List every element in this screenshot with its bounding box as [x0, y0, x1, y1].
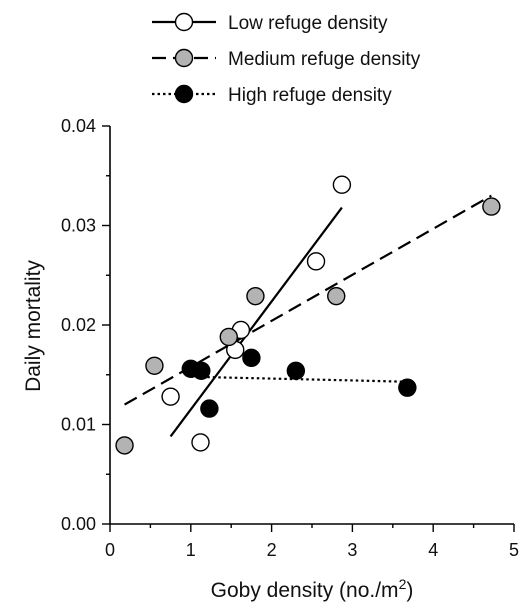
x-tick-label: 4 [428, 540, 438, 560]
y-tick-label: 0.02 [61, 315, 96, 335]
data-point [145, 356, 164, 375]
data-point [219, 327, 238, 347]
legend-label: Medium refuge density [228, 49, 421, 70]
fit-line [169, 206, 343, 438]
x-tick-label: 0 [105, 540, 115, 560]
data-point [191, 433, 210, 452]
data-point [200, 399, 219, 418]
legend: Low refuge density Medium refuge density H… [152, 12, 421, 106]
fit-line [123, 194, 492, 406]
data-point [161, 387, 180, 406]
y-tick-label: 0.04 [61, 116, 96, 136]
legend-marker [174, 84, 194, 104]
data-point [332, 175, 352, 194]
data-point [242, 348, 261, 368]
legend-marker [174, 12, 194, 32]
x-tick-label: 3 [347, 540, 357, 560]
y-tick-label: 0.03 [61, 216, 96, 236]
legend-label: Low refuge density [228, 13, 388, 34]
data-point [398, 378, 417, 397]
legend-marker [174, 48, 194, 68]
x-tick-label: 1 [186, 540, 196, 560]
y-tick-label: 0.00 [61, 514, 96, 534]
x-axis-title: Goby density (no./m2) [211, 576, 414, 602]
ticks: 0 1 2 3 4 5 0.00 0.01 0.02 0.03 0.04 [61, 116, 519, 560]
axes [109, 126, 514, 525]
data-point [246, 286, 265, 306]
fit-lines [123, 194, 492, 438]
y-axis-title: Daily mortality [22, 260, 45, 392]
data-point [286, 361, 306, 380]
data-point [115, 436, 134, 455]
y-tick-label: 0.01 [61, 415, 96, 435]
data-points [115, 175, 501, 455]
legend-label: High refuge density [228, 85, 392, 106]
data-point [482, 197, 501, 216]
data-point [306, 252, 326, 271]
x-tick-label: 2 [267, 540, 277, 560]
x-tick-label: 5 [509, 540, 519, 560]
data-point [327, 286, 346, 306]
data-point [192, 361, 211, 380]
